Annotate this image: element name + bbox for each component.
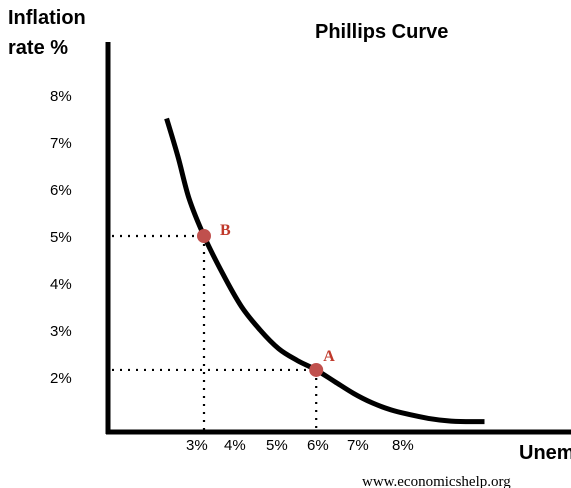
x-tick-label: 6% [307,437,329,454]
point-label-B: B [220,222,231,239]
y-tick-labels: 2% 3% 4% 5% 6% 7% 8% [50,88,72,387]
x-tick-label: 3% [186,437,208,454]
y-tick-label: 8% [50,88,72,105]
chart-title: Phillips Curve [315,21,448,43]
y-tick-label: 2% [50,370,72,387]
y-axis-title-line-1: Inflation [8,7,86,29]
x-tick-label: 5% [266,437,288,454]
x-tick-label: 8% [392,437,414,454]
curve-layer [164,117,485,425]
y-tick-label: 6% [50,182,72,199]
y-tick-label: 3% [50,323,72,340]
y-tick-label: 4% [50,276,72,293]
x-axis-title: Unem [519,442,571,464]
y-tick-label: 5% [50,229,72,246]
point-marker-B [197,229,211,243]
guide-lines-layer [112,234,318,430]
point-label-A: A [323,348,335,365]
watermark-text: www.economicshelp.org [362,474,511,488]
points-layer: BA [197,222,335,377]
phillips-curve-line [164,117,485,425]
point-marker-A [309,362,324,377]
x-tick-label: 7% [347,437,369,454]
y-axis-title-line-2: rate % [8,37,68,59]
x-tick-label: 4% [224,437,246,454]
x-tick-labels: 3% 4% 5% 6% 7% 8% [186,437,414,454]
y-tick-label: 7% [50,135,72,152]
